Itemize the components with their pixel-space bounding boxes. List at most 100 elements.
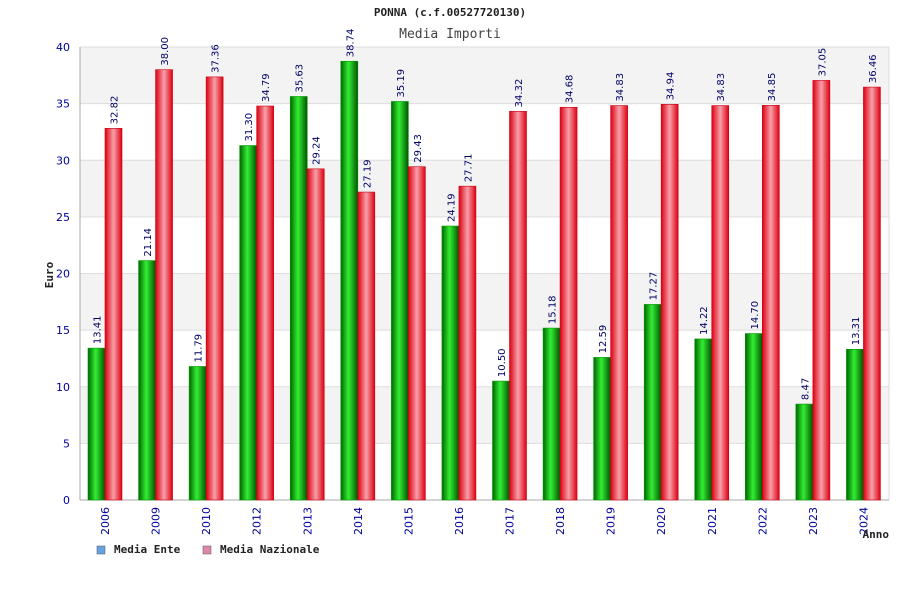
chart-subtitle: Media Importi (399, 27, 501, 42)
bar-media-nazionale-2015 (408, 166, 426, 501)
x-tick-label-2010: 2010 (200, 507, 213, 535)
data-label-media-ente-2020: 17.27 (649, 272, 660, 301)
data-label-media-nazionale-2017: 34.32 (514, 79, 525, 108)
bar-media-ente-2022 (745, 333, 763, 501)
y-tick-label: 25 (56, 211, 70, 224)
data-label-media-ente-2018: 15.18 (548, 295, 559, 324)
data-label-media-nazionale-2006: 32.82 (110, 96, 121, 125)
data-label-media-ente-2016: 24.19 (446, 193, 457, 222)
data-label-media-nazionale-2018: 34.68 (565, 75, 576, 104)
bar-media-ente-2023 (795, 403, 814, 501)
data-label-media-ente-2010: 11.79 (194, 334, 205, 363)
data-label-media-nazionale-2023: 37.05 (817, 48, 828, 77)
bar-media-nazionale-2013 (306, 168, 325, 501)
bar-media-nazionale-2019 (610, 105, 628, 501)
bar-media-ente-2024 (846, 348, 864, 501)
bar-media-ente-2019 (593, 357, 611, 501)
bar-media-ente-2018 (542, 327, 561, 501)
x-tick-label-2021: 2021 (706, 507, 719, 535)
bar-media-ente-2017 (492, 380, 510, 501)
bar-media-nazionale-2023 (812, 80, 831, 501)
bar-media-nazionale-2022 (762, 105, 780, 501)
data-label-media-nazionale-2024: 36.46 (868, 54, 879, 83)
data-label-media-nazionale-2014: 27.19 (362, 159, 373, 188)
bar-media-nazionale-2012 (256, 105, 274, 501)
y-tick-label: 15 (56, 324, 70, 337)
data-label-media-ente-2019: 12.59 (598, 325, 609, 354)
bar-media-nazionale-2024 (863, 86, 881, 501)
x-tick-label-2023: 2023 (807, 507, 820, 535)
x-tick-label-2006: 2006 (99, 507, 112, 535)
data-label-media-ente-2013: 35.63 (295, 64, 306, 93)
x-axis-label: Anno (863, 528, 890, 541)
data-label-media-nazionale-2013: 29.24 (312, 136, 323, 165)
data-label-media-nazionale-2012: 34.79 (261, 73, 272, 102)
bar-media-nazionale-2014 (357, 191, 376, 501)
bar-media-ente-2009 (138, 260, 156, 501)
bar-media-nazionale-2020 (660, 104, 679, 501)
data-label-media-nazionale-2010: 37.36 (211, 44, 222, 73)
chart-title: PONNA (c.f.00527720130) (374, 6, 526, 19)
y-tick-label: 5 (63, 437, 70, 450)
x-axis-ticks: 2006 2009 2010 2012 2013 2014 2015 2016 2017 2018… (99, 507, 870, 535)
bar-media-ente-2012 (239, 145, 257, 501)
x-tick-label-2012: 2012 (251, 507, 264, 535)
bar-media-ente-2016 (441, 225, 460, 501)
bar-media-ente-2020 (643, 304, 662, 501)
data-label-media-ente-2006: 13.41 (93, 315, 104, 344)
data-label-media-nazionale-2019: 34.83 (615, 73, 626, 102)
x-tick-label-2014: 2014 (352, 507, 365, 535)
data-label-media-ente-2021: 14.22 (699, 306, 710, 335)
bar-media-nazionale-2017 (509, 111, 527, 501)
data-label-media-ente-2009: 21.14 (143, 228, 154, 257)
y-tick-label: 35 (56, 98, 70, 111)
legend-label-media-ente: Media Ente (114, 543, 181, 556)
legend-swatch-media-nazionale (202, 545, 212, 555)
x-tick-label-2013: 2013 (301, 507, 314, 535)
data-label-media-ente-2023: 8.47 (800, 378, 811, 400)
data-label-media-nazionale-2021: 34.83 (716, 73, 727, 102)
bar-media-nazionale-2010 (205, 76, 224, 501)
data-label-media-ente-2012: 31.30 (244, 113, 255, 142)
bar-media-ente-2021 (694, 338, 713, 501)
x-tick-label-2022: 2022 (756, 507, 769, 535)
data-label-media-nazionale-2015: 29.43 (413, 134, 424, 163)
bar-media-nazionale-2021 (711, 105, 730, 501)
bar-media-ente-2013 (289, 96, 308, 501)
x-tick-label-2019: 2019 (605, 507, 618, 535)
x-tick-label-2024: 2024 (857, 507, 870, 535)
data-label-media-nazionale-2020: 34.94 (666, 72, 677, 101)
bar-media-nazionale-2018 (559, 106, 578, 501)
data-label-media-ente-2015: 35.19 (396, 69, 407, 98)
legend-swatch-media-ente (96, 545, 106, 555)
data-label-media-ente-2024: 13.31 (851, 317, 862, 346)
y-tick-label: 30 (56, 154, 70, 167)
y-tick-label: 20 (56, 268, 70, 281)
data-labels: 13.41 32.82 21.14 38.00 11.79 37.36 31.30 34.79… (93, 29, 879, 400)
legend-label-media-nazionale: Media Nazionale (220, 543, 320, 556)
bar-media-ente-2014 (340, 60, 359, 501)
x-tick-label-2016: 2016 (453, 507, 466, 535)
bar-media-ente-2006 (87, 347, 106, 501)
bar-media-nazionale-2016 (458, 185, 477, 501)
x-tick-label-2018: 2018 (554, 507, 567, 535)
x-tick-label-2009: 2009 (150, 507, 163, 535)
data-label-media-ente-2014: 38.74 (345, 29, 356, 58)
data-label-media-nazionale-2009: 38.00 (160, 37, 171, 66)
bar-media-nazionale-2009 (155, 69, 173, 501)
bar-media-nazionale-2006 (104, 128, 123, 501)
y-tick-label: 40 (56, 41, 70, 54)
data-label-media-ente-2022: 14.70 (750, 301, 761, 330)
y-tick-label: 0 (63, 494, 70, 507)
x-tick-label-2020: 2020 (655, 507, 668, 535)
bar-media-ente-2010 (188, 366, 207, 501)
data-label-media-ente-2017: 10.50 (497, 348, 508, 377)
x-tick-label-2015: 2015 (402, 507, 415, 535)
legend: Media Ente Media Nazionale (96, 543, 320, 556)
data-label-media-nazionale-2016: 27.71 (463, 154, 474, 183)
data-label-media-nazionale-2022: 34.85 (767, 73, 778, 102)
y-axis-label: Euro (43, 261, 56, 288)
y-tick-label: 10 (56, 381, 70, 394)
bar-media-ente-2015 (391, 101, 409, 501)
